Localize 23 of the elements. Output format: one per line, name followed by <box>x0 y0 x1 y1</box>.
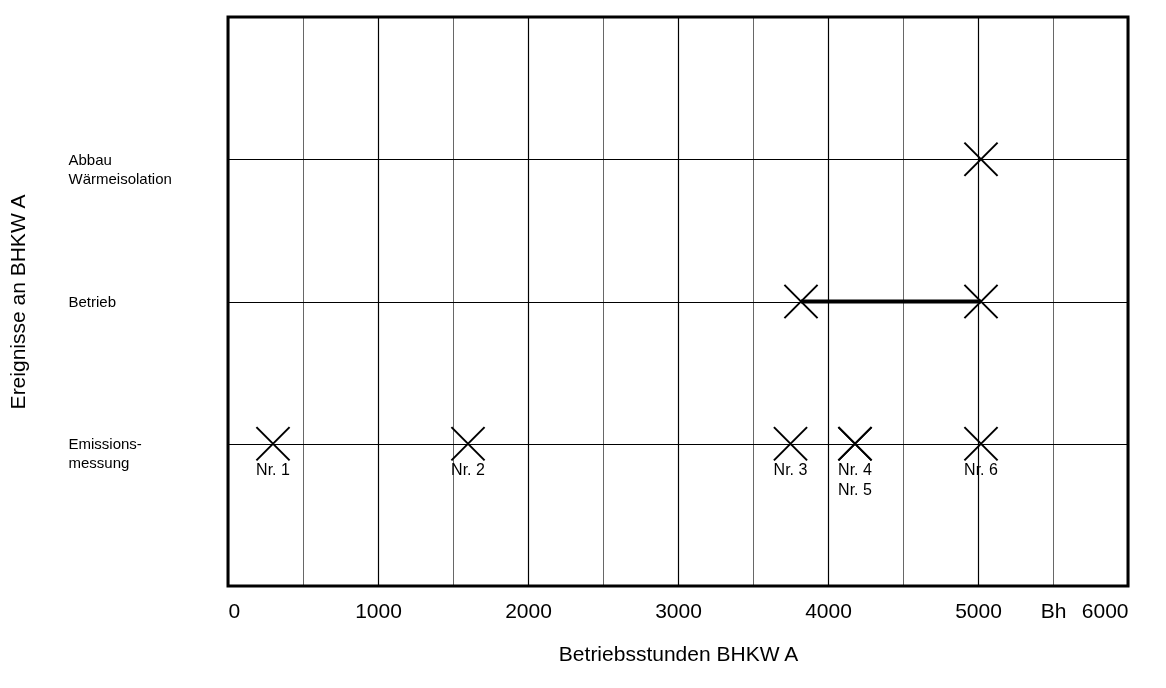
x-tick-label: 4000 <box>805 598 852 622</box>
x-tick-label: 3000 <box>655 598 702 622</box>
point <box>255 426 291 462</box>
annotation: Nr. 3 <box>773 460 808 478</box>
x-tick-label: 5000 <box>955 598 1002 622</box>
point <box>772 426 809 462</box>
point <box>963 283 999 320</box>
annotation: Nr. 1 <box>256 460 290 478</box>
x-tick-label: 0 <box>228 598 241 622</box>
y-tick-label: Abbau Wärmeisolation <box>68 150 172 187</box>
annotation: Nr. 4 Nr. 5 <box>838 460 872 498</box>
y-tick-label: Emissions- messung <box>68 435 142 472</box>
point <box>963 426 999 462</box>
x-tick-label: 1000 <box>355 598 402 622</box>
x-tick-label: 2000 <box>505 598 552 622</box>
x-axis-title: Betriebsstunden BHKW A <box>558 641 799 665</box>
point <box>963 141 999 177</box>
point <box>783 283 819 320</box>
x-tick-label: Bh <box>1040 598 1067 622</box>
point <box>450 426 486 462</box>
x-tick-label: 6000 <box>1081 598 1129 622</box>
y-tick-label: Betrieb <box>68 293 117 310</box>
y-axis-title: Ereignisse an BHKW A <box>5 194 29 410</box>
